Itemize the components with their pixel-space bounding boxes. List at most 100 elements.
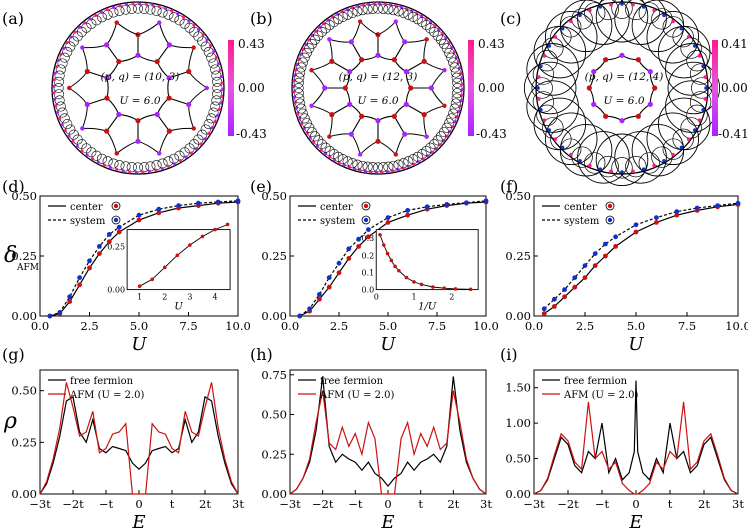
panel-label-h: (h) — [250, 345, 273, 364]
legend-marker-ring — [111, 215, 121, 225]
x-tick-label: −t — [348, 497, 363, 511]
data-point — [552, 304, 557, 309]
y-tick-label: 0.00 — [11, 309, 37, 323]
site-dot — [348, 39, 354, 45]
site-dot — [375, 138, 381, 144]
site-dot — [166, 75, 172, 81]
x-tick-label: 0 — [135, 497, 142, 511]
tiling-arc — [680, 37, 702, 59]
x-tick-label: 10.0 — [225, 319, 251, 333]
data-point — [77, 275, 82, 280]
x-tick-label: 0.0 — [525, 319, 543, 333]
tiling-edge — [81, 44, 107, 72]
site-dot — [203, 137, 207, 141]
site-dot — [671, 152, 675, 157]
site-dot — [652, 163, 656, 168]
y-tick-label: 0.25 — [261, 447, 287, 461]
site-dot — [326, 18, 330, 22]
site-dot — [347, 101, 353, 107]
site-dot — [302, 127, 306, 131]
tiling-arc — [686, 50, 708, 72]
data-point — [694, 205, 700, 211]
site-dot — [164, 6, 168, 11]
site-dot — [542, 54, 547, 58]
tiling-cell — [429, 139, 440, 150]
site-dot — [116, 58, 122, 65]
site-dot — [421, 58, 427, 64]
tiling-arc — [672, 128, 694, 150]
site-dot — [697, 54, 702, 58]
tiling-cell — [206, 113, 217, 124]
inset-point — [378, 232, 382, 237]
x-tick-label: 0 — [632, 497, 639, 511]
tiling-cell — [120, 161, 131, 172]
tiling-cell — [320, 23, 331, 34]
tiling-cell — [421, 145, 432, 157]
tiling-cell — [157, 7, 168, 18]
tiling-cell — [132, 162, 144, 173]
tiling-cell — [65, 41, 76, 52]
panel-label-c: (c) — [500, 9, 521, 28]
site-dot — [157, 4, 161, 9]
site-dot — [405, 7, 409, 11]
tiling-cell — [108, 7, 119, 18]
site-dot — [697, 118, 702, 122]
site-dot — [83, 21, 87, 25]
data-point — [136, 217, 142, 223]
site-dot — [116, 111, 122, 118]
tiling-cell — [169, 153, 180, 164]
site-dot — [80, 149, 84, 153]
tiling-arc — [611, 0, 633, 19]
inset-point — [393, 264, 397, 269]
site-dot — [553, 137, 558, 141]
data-point — [356, 244, 361, 249]
site-dot — [588, 8, 592, 13]
tiling-edge — [81, 104, 107, 132]
data-point — [483, 198, 489, 204]
tiling-edge — [331, 60, 350, 73]
tiling-edge — [188, 71, 208, 105]
site-dot — [71, 139, 75, 143]
hyperbolic-tiling-b — [291, 1, 465, 175]
site-dot — [631, 169, 635, 174]
data-point — [326, 284, 332, 290]
tiling-cell — [62, 46, 73, 57]
site-dot — [210, 126, 214, 130]
data-point — [317, 296, 322, 302]
site-dot — [553, 35, 558, 39]
legend-marker — [113, 203, 119, 209]
site-dot — [542, 118, 547, 122]
x-tick-label: −2t — [312, 497, 334, 511]
site-dot — [308, 136, 312, 140]
site-dot — [342, 163, 346, 167]
site-dot — [352, 167, 357, 171]
site-dot — [314, 29, 318, 33]
inset-frame — [126, 229, 231, 291]
site-dot — [319, 148, 323, 152]
site-dot — [408, 85, 414, 91]
tiling-arc — [536, 50, 558, 72]
legend-label: center — [70, 202, 103, 213]
data-point — [572, 284, 578, 290]
site-dot — [603, 113, 609, 119]
y-tick-label: 0.00 — [505, 309, 531, 323]
site-dot — [294, 68, 298, 72]
tiling-arc — [544, 10, 598, 64]
y-tick-label: 0.50 — [261, 189, 287, 203]
site-dot — [93, 13, 98, 17]
disc-boundary — [291, 1, 465, 175]
site-dot — [199, 142, 203, 146]
tiling-cell — [347, 7, 358, 18]
tiling-cell — [316, 26, 327, 37]
tiling-cell — [55, 101, 66, 112]
site-dot — [586, 85, 592, 91]
tiling-arc — [542, 117, 564, 139]
site-dot — [359, 57, 365, 63]
tiling-cell — [212, 76, 223, 87]
site-dot — [187, 19, 191, 23]
site-dot — [189, 151, 193, 155]
data-point — [592, 251, 598, 256]
data-point — [613, 234, 618, 240]
data-point — [307, 306, 312, 312]
